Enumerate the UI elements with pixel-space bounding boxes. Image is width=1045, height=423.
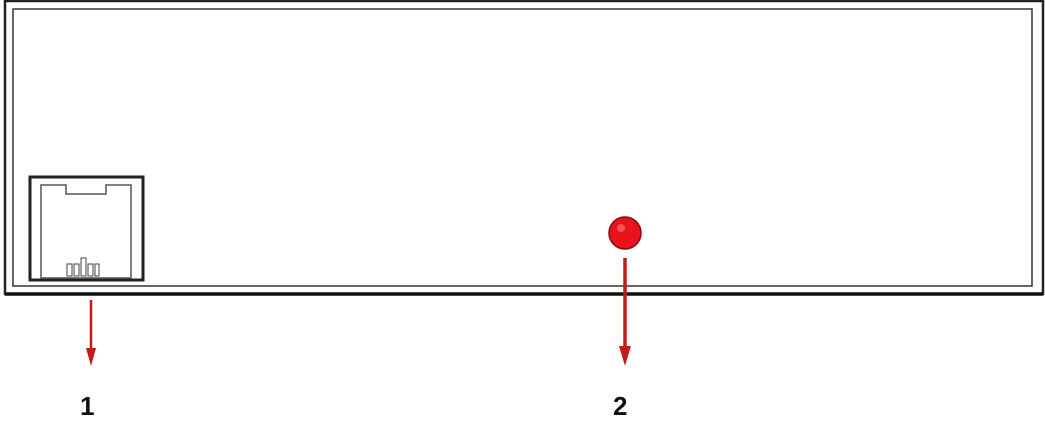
- led-indicator-icon: [608, 216, 642, 250]
- ethernet-port-icon: [28, 175, 145, 282]
- device-panel: [3, 0, 1045, 296]
- callout-label-1: 1: [80, 391, 95, 421]
- callout-arrow-2: [619, 258, 631, 366]
- callout-label-2: 2: [613, 391, 628, 421]
- callout-arrow-1: [86, 300, 96, 366]
